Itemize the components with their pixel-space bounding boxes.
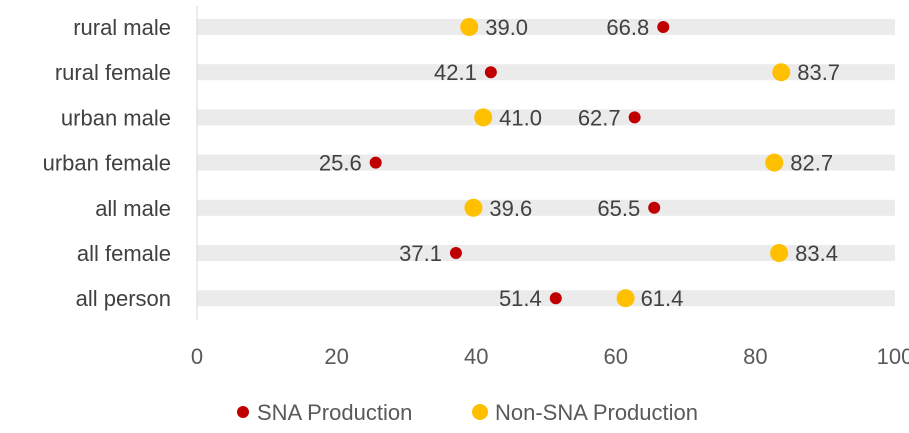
data-label-sna-all-person: 51.4 [499, 286, 542, 311]
category-label-rural-male: rural male [73, 15, 171, 40]
category-label-urban-female: urban female [43, 151, 171, 176]
legend-item-non-sna: Non-SNA Production [472, 400, 698, 425]
legend-marker-non-sna [472, 404, 488, 420]
x-tick-label-40: 40 [464, 344, 488, 369]
point-sna-all-female [449, 247, 462, 259]
x-tick-label-0: 0 [191, 344, 203, 369]
data-label-sna-all-female: 37.1 [399, 241, 442, 266]
point-sna-urban-male [628, 111, 641, 124]
point-non-sna-rural-female [772, 63, 791, 82]
point-non-sna-urban-female [765, 153, 784, 172]
data-label-non-sna-urban-female: 82.7 [790, 151, 833, 176]
legend-label-sna: SNA Production [257, 400, 412, 425]
legend-item-sna: SNA Production [237, 400, 412, 425]
point-sna-all-person [549, 292, 562, 305]
point-non-sna-all-male [464, 198, 483, 217]
point-sna-rural-male [657, 21, 670, 33]
category-label-all-male: all male [95, 196, 171, 221]
category-label-all-person: all person [76, 286, 171, 311]
category-label-all-female: all female [77, 241, 171, 266]
x-tick-label-20: 20 [324, 344, 348, 369]
track-rural-male [197, 19, 895, 35]
category-label-urban-male: urban male [61, 105, 171, 130]
data-label-non-sna-urban-male: 41.0 [499, 105, 542, 130]
data-label-non-sna-rural-female: 83.7 [797, 60, 840, 85]
data-label-sna-rural-male: 66.8 [606, 15, 649, 40]
track-rural-female [197, 64, 895, 81]
point-non-sna-all-person [616, 289, 635, 308]
category-label-rural-female: rural female [55, 60, 171, 85]
data-label-sna-rural-female: 42.1 [434, 60, 477, 85]
x-tick-label-100: 100 [877, 344, 909, 369]
data-label-non-sna-rural-male: 39.0 [485, 15, 528, 40]
track-all-male [197, 199, 895, 216]
legend: SNA Production Non-SNA Production [237, 400, 698, 425]
data-labels: 66.8 39.0 42.1 83.7 62.7 41.0 25.6 82.7 65.5 39.6… [319, 15, 840, 311]
point-sna-rural-female [484, 66, 497, 79]
data-label-non-sna-all-female: 83.4 [795, 241, 838, 266]
x-tick-label-60: 60 [604, 344, 628, 369]
point-non-sna-all-female [770, 244, 789, 262]
data-label-non-sna-all-person: 61.4 [641, 286, 684, 311]
point-sna-all-male [648, 201, 661, 214]
legend-label-non-sna: Non-SNA Production [495, 400, 698, 425]
point-sna-urban-female [369, 156, 382, 169]
point-non-sna-urban-male [474, 108, 493, 127]
x-tick-label-80: 80 [743, 344, 767, 369]
point-non-sna-rural-male [460, 18, 479, 36]
data-label-non-sna-all-male: 39.6 [489, 196, 532, 221]
x-axis-tick-labels: 0 20 40 60 80 100 [191, 344, 909, 369]
data-label-sna-all-male: 65.5 [597, 196, 640, 221]
track-all-female [197, 245, 895, 261]
track-urban-male [197, 109, 895, 126]
data-points [369, 18, 791, 308]
data-label-sna-urban-female: 25.6 [319, 151, 362, 176]
track-all-person [197, 290, 895, 307]
data-label-sna-urban-male: 62.7 [578, 105, 621, 130]
legend-marker-sna [237, 406, 249, 418]
category-labels: rural male rural female urban male urban fe… [43, 15, 171, 311]
